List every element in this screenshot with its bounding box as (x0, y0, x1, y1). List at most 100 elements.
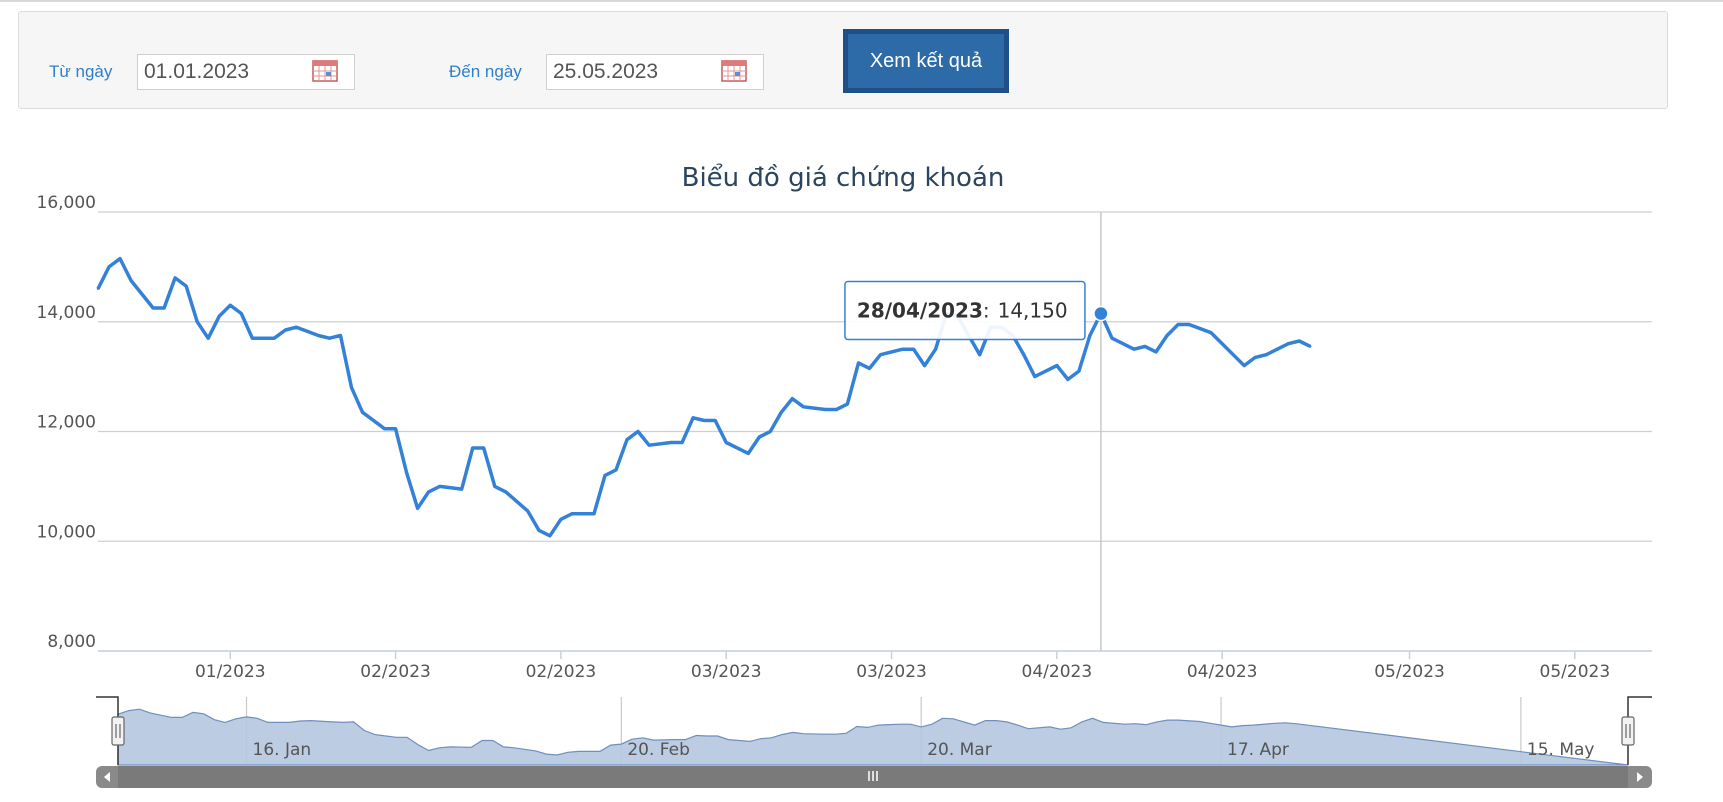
data-point[interactable] (625, 438, 629, 441)
data-point[interactable] (240, 312, 243, 315)
data-point[interactable] (438, 485, 441, 488)
data-point[interactable] (416, 507, 419, 510)
data-point[interactable] (251, 337, 254, 340)
data-point[interactable] (1232, 353, 1235, 356)
data-point[interactable] (1066, 378, 1070, 381)
data-point[interactable] (482, 446, 485, 450)
data-point[interactable] (151, 306, 155, 310)
data-point[interactable] (846, 402, 849, 406)
data-point[interactable] (1287, 342, 1290, 345)
data-point[interactable] (394, 427, 397, 430)
data-point[interactable] (328, 337, 331, 340)
data-point[interactable] (504, 490, 507, 494)
data-point[interactable] (691, 416, 695, 419)
data-point[interactable] (1309, 345, 1312, 348)
right-arrow-icon[interactable] (1637, 772, 1643, 782)
data-point[interactable] (273, 337, 276, 340)
data-point[interactable] (879, 353, 882, 356)
data-point[interactable] (857, 361, 860, 365)
data-point[interactable] (592, 512, 596, 515)
data-point[interactable] (427, 490, 430, 494)
data-point[interactable] (1254, 356, 1257, 359)
data-point[interactable] (383, 427, 386, 430)
data-point[interactable] (1187, 323, 1191, 326)
data-point[interactable] (758, 435, 761, 439)
data-point[interactable] (1298, 339, 1301, 343)
left-arrow-icon[interactable] (104, 772, 110, 782)
data-point[interactable] (1110, 337, 1114, 340)
data-point[interactable] (1209, 331, 1213, 334)
data-point[interactable] (185, 284, 188, 288)
data-point[interactable] (614, 468, 618, 472)
data-point[interactable] (1055, 364, 1059, 367)
data-point[interactable] (196, 320, 199, 323)
data-point[interactable] (559, 518, 563, 521)
data-point[interactable] (107, 265, 111, 269)
data-point[interactable] (1088, 334, 1092, 337)
data-point[interactable] (295, 326, 298, 329)
data-point[interactable] (868, 367, 871, 370)
data-point[interactable] (162, 306, 166, 310)
data-point[interactable] (1154, 350, 1158, 354)
data-point[interactable] (526, 509, 529, 513)
calendar-icon[interactable] (721, 58, 747, 82)
navigator-scrollbar[interactable] (96, 766, 1652, 788)
data-point[interactable] (824, 408, 827, 411)
data-point[interactable] (714, 419, 717, 422)
data-point[interactable] (791, 397, 794, 400)
data-point[interactable] (471, 446, 474, 450)
data-point[interactable] (229, 304, 232, 307)
navigator-left-handle[interactable] (111, 716, 125, 746)
range-navigator[interactable]: 16. Jan 20. Feb 20. Mar 17. Apr 15. May (96, 696, 1652, 788)
price-series-line[interactable] (96, 256, 1312, 538)
calendar-icon[interactable] (312, 58, 338, 82)
data-point[interactable] (317, 334, 320, 337)
data-point[interactable] (1176, 323, 1180, 326)
data-point[interactable] (669, 441, 673, 444)
data-point[interactable] (361, 411, 364, 414)
hover-point-marker[interactable] (1093, 305, 1109, 322)
data-point[interactable] (1265, 353, 1268, 356)
data-point[interactable] (725, 441, 728, 444)
view-results-button[interactable]: Xem kết quả (843, 29, 1009, 93)
data-point[interactable] (769, 430, 772, 433)
data-point[interactable] (1077, 369, 1081, 373)
data-point[interactable] (703, 419, 706, 422)
data-point[interactable] (460, 487, 463, 491)
data-point[interactable] (96, 287, 100, 290)
data-point[interactable] (1132, 348, 1136, 351)
data-point[interactable] (173, 276, 177, 280)
data-point[interactable] (636, 430, 640, 433)
data-point[interactable] (405, 471, 408, 474)
data-point[interactable] (680, 441, 684, 444)
data-point[interactable] (350, 386, 353, 389)
data-point[interactable] (978, 353, 981, 356)
navigator-right-handle[interactable] (1621, 716, 1635, 746)
data-point[interactable] (802, 405, 805, 408)
data-point[interactable] (1165, 334, 1169, 337)
price-series-points[interactable] (96, 257, 1312, 537)
data-point[interactable] (537, 529, 541, 532)
data-point[interactable] (207, 337, 210, 340)
data-point[interactable] (1221, 342, 1224, 345)
data-point[interactable] (129, 279, 133, 282)
data-point[interactable] (934, 348, 937, 351)
data-point[interactable] (647, 444, 651, 447)
data-point[interactable] (1243, 364, 1246, 367)
data-point[interactable] (118, 257, 122, 260)
data-point[interactable] (1033, 375, 1037, 378)
data-point[interactable] (835, 408, 838, 411)
data-point[interactable] (570, 512, 574, 515)
data-point[interactable] (912, 348, 915, 351)
data-point[interactable] (923, 364, 926, 367)
data-point[interactable] (339, 334, 342, 337)
data-point[interactable] (780, 411, 783, 414)
data-point[interactable] (747, 452, 750, 455)
data-point[interactable] (1022, 353, 1025, 356)
data-point[interactable] (901, 348, 904, 351)
data-point[interactable] (493, 485, 496, 488)
data-point[interactable] (1143, 345, 1147, 348)
data-point[interactable] (218, 315, 221, 318)
data-point[interactable] (548, 534, 552, 537)
scrollbar-grip-icon[interactable] (868, 771, 878, 781)
